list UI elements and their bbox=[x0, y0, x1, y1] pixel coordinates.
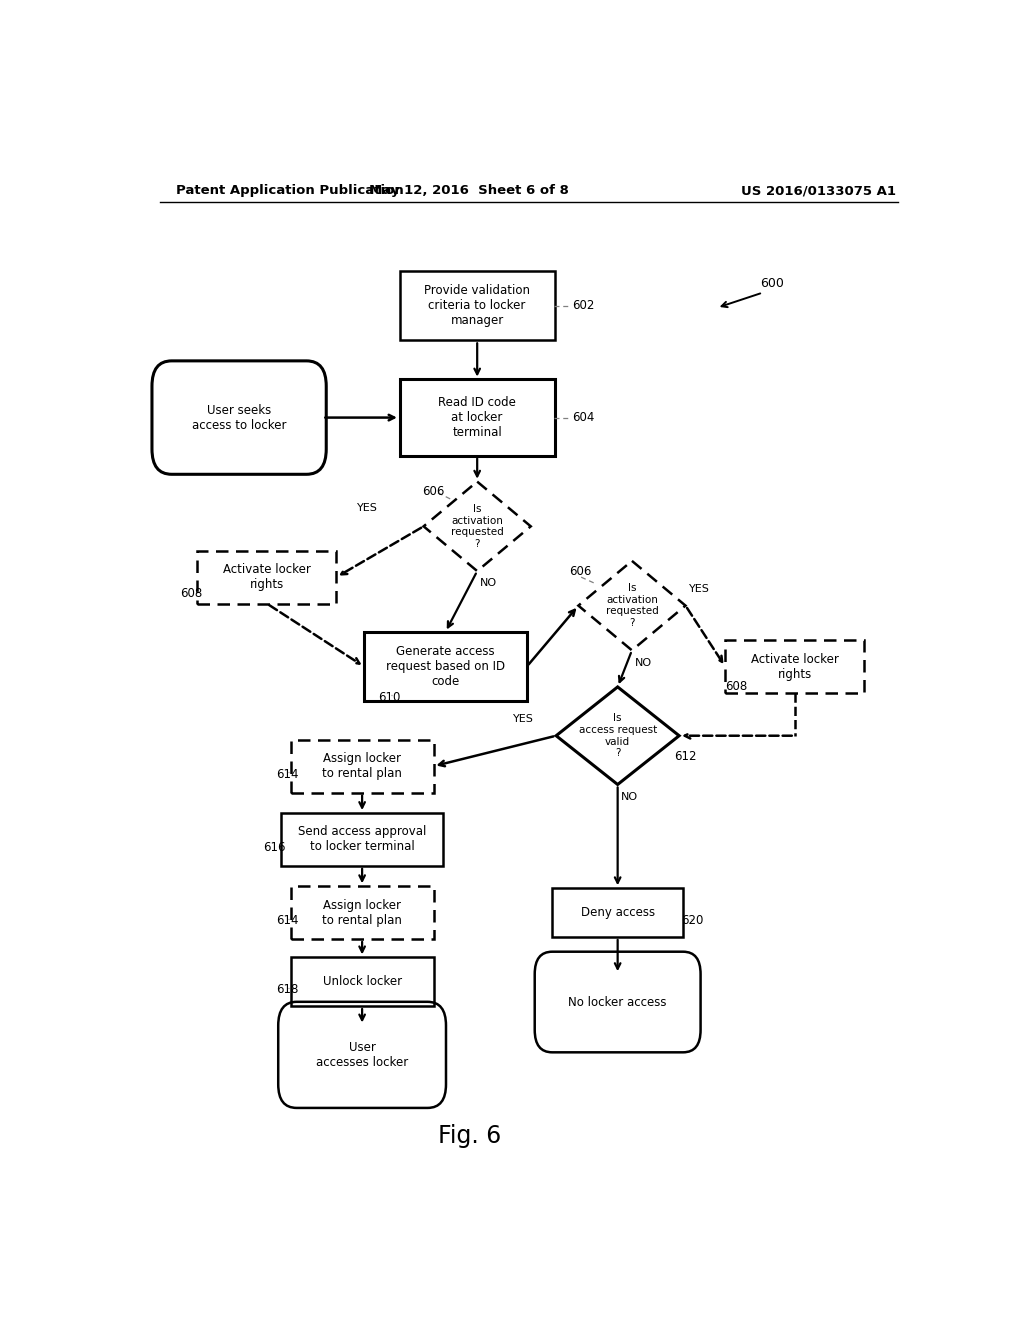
Text: Assign locker
to rental plan: Assign locker to rental plan bbox=[323, 752, 402, 780]
Text: NO: NO bbox=[480, 578, 498, 589]
Text: Activate locker
rights: Activate locker rights bbox=[751, 652, 839, 681]
Bar bbox=[198, 550, 336, 603]
Bar bbox=[725, 640, 864, 693]
Text: 606: 606 bbox=[569, 565, 592, 578]
Text: No locker access: No locker access bbox=[568, 995, 667, 1008]
Text: Unlock locker: Unlock locker bbox=[323, 975, 401, 989]
Text: 618: 618 bbox=[276, 983, 299, 997]
Text: 610: 610 bbox=[378, 690, 400, 704]
Text: YES: YES bbox=[357, 503, 378, 513]
Bar bbox=[291, 957, 433, 1006]
Text: User
accesses locker: User accesses locker bbox=[316, 1041, 409, 1069]
Text: Patent Application Publication: Patent Application Publication bbox=[176, 185, 403, 198]
Text: 608: 608 bbox=[180, 587, 203, 599]
Text: 604: 604 bbox=[572, 411, 595, 424]
Text: Is
activation
requested
?: Is activation requested ? bbox=[605, 583, 658, 628]
Bar bbox=[399, 271, 555, 341]
Text: Read ID code
at locker
terminal: Read ID code at locker terminal bbox=[438, 396, 516, 440]
Text: 616: 616 bbox=[263, 841, 286, 854]
Text: 620: 620 bbox=[681, 915, 703, 927]
Text: NO: NO bbox=[621, 792, 638, 801]
Text: 614: 614 bbox=[276, 768, 299, 781]
Text: US 2016/0133075 A1: US 2016/0133075 A1 bbox=[741, 185, 896, 198]
Text: YES: YES bbox=[689, 585, 711, 594]
Text: 608: 608 bbox=[726, 680, 748, 693]
Text: Generate access
request based on ID
code: Generate access request based on ID code bbox=[386, 645, 505, 688]
Text: User seeks
access to locker: User seeks access to locker bbox=[191, 404, 287, 432]
Bar bbox=[399, 379, 555, 455]
Text: Send access approval
to locker terminal: Send access approval to locker terminal bbox=[298, 825, 426, 854]
Text: 614: 614 bbox=[276, 915, 299, 927]
Text: Is
access request
valid
?: Is access request valid ? bbox=[579, 713, 656, 758]
Bar bbox=[552, 888, 683, 937]
Bar bbox=[281, 813, 443, 866]
Text: YES: YES bbox=[512, 714, 534, 725]
Text: Assign locker
to rental plan: Assign locker to rental plan bbox=[323, 899, 402, 927]
Bar bbox=[291, 886, 433, 939]
Text: Activate locker
rights: Activate locker rights bbox=[223, 564, 311, 591]
Text: Provide validation
criteria to locker
manager: Provide validation criteria to locker ma… bbox=[424, 284, 530, 327]
Text: 602: 602 bbox=[572, 300, 595, 313]
Text: 606: 606 bbox=[422, 486, 444, 498]
Text: May 12, 2016  Sheet 6 of 8: May 12, 2016 Sheet 6 of 8 bbox=[370, 185, 569, 198]
Bar bbox=[291, 739, 433, 792]
Text: Is
activation
requested
?: Is activation requested ? bbox=[451, 504, 504, 549]
Bar bbox=[365, 632, 526, 701]
Text: Fig. 6: Fig. 6 bbox=[437, 1125, 501, 1148]
Text: NO: NO bbox=[635, 657, 652, 668]
Text: 600: 600 bbox=[761, 277, 784, 290]
Text: 612: 612 bbox=[674, 750, 696, 763]
Text: Deny access: Deny access bbox=[581, 906, 654, 919]
